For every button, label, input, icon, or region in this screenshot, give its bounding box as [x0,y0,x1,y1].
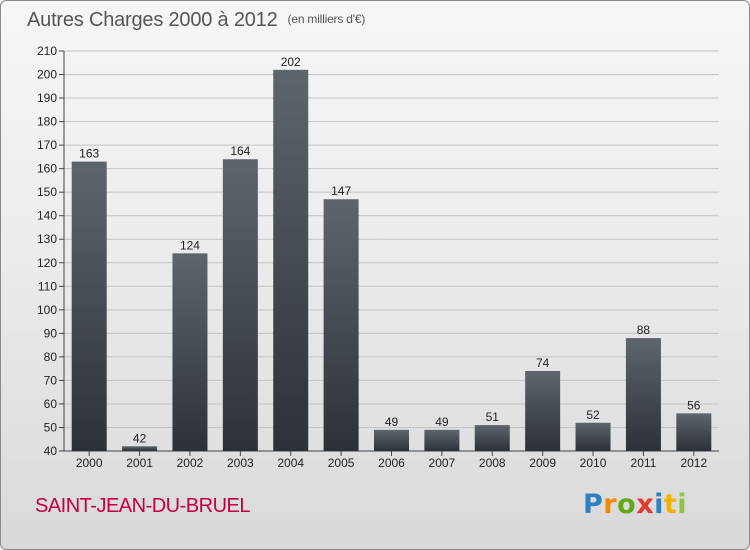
x-tick-label-2002: 2002 [177,456,204,470]
data-label-2001: 42 [133,431,147,445]
data-label-2002: 124 [180,238,200,252]
commune-name: SAINT-JEAN-DU-BRUEL [35,495,250,517]
axes [63,51,719,456]
y-tick-label: 180 [37,115,57,129]
proxiti-logo[interactable]: Proxiti [583,489,688,520]
y-tick-label: 70 [44,373,58,387]
x-tick-label-2008: 2008 [479,456,506,470]
y-tick-label: 90 [44,326,58,340]
chart-title: Autres Charges 2000 à 2012 (en milliers d… [27,9,365,32]
data-label-2009: 74 [536,356,550,370]
y-tick-labels: 40 50 60 70 80 90 100 110 120 130 140 150 160 170 180 1… [37,44,57,458]
bars [71,69,712,451]
bar-2006 [374,429,409,451]
y-tick-label: 130 [37,232,57,246]
data-label-2012: 56 [687,398,701,412]
y-tick-label: 60 [44,397,58,411]
y-tick-label: 210 [37,44,57,58]
chart-title-text: Autres Charges 2000 à 2012 [27,9,278,31]
data-label-2011: 88 [637,323,651,337]
x-tick-label-2000: 2000 [76,456,103,470]
y-tick-label: 160 [37,162,57,176]
bar-2008 [474,425,510,451]
bar-2011 [625,338,661,451]
y-tick-label: 50 [44,420,58,434]
bar-2012 [676,413,712,451]
x-tick-label-2001: 2001 [126,456,153,470]
y-tick-label: 40 [44,444,58,458]
x-tick-label-2007: 2007 [429,456,456,470]
y-tick-label: 150 [37,185,57,199]
y-tick-label: 190 [37,91,57,105]
data-label-2000: 163 [79,147,99,161]
data-label-2010: 52 [586,408,600,422]
data-label-2005: 147 [331,184,351,198]
x-tick-label-2011: 2011 [631,456,657,470]
x-tick-label-2005: 2005 [328,456,355,470]
y-tick-label: 170 [37,138,57,152]
y-tick-label: 80 [44,350,58,364]
y-tick-label: 120 [37,256,57,270]
bar-2000 [71,161,107,451]
chart-unit: (en milliers d'€) [287,12,366,26]
data-label-2003: 164 [230,144,250,158]
data-label-2008: 51 [486,410,500,424]
grid-lines [59,50,719,452]
x-tick-label-2003: 2003 [227,456,254,470]
y-tick-label: 200 [37,68,57,82]
bar-2010 [575,422,611,451]
bar-2007 [424,429,460,451]
y-tick-label: 140 [37,209,57,223]
data-labels: 163 42 124 164 202 147 49 49 51 74 52 88 56 [79,55,701,445]
x-tick-label-2012: 2012 [680,456,707,470]
bar-2005 [323,199,359,451]
bar-2009 [525,371,561,451]
bar-2001 [122,446,158,451]
y-tick-label: 100 [37,303,57,317]
x-tick-label-2009: 2009 [529,456,556,470]
bar-2004 [273,69,309,451]
x-tick-label-2006: 2006 [378,456,405,470]
data-label-2007: 49 [435,415,449,429]
x-tick-label-2004: 2004 [277,456,304,470]
bar-2002 [172,253,208,451]
data-label-2004: 202 [281,55,301,69]
x-tick-labels: 2000 2001 2002 2003 2004 2005 2006 2007 2008 2009… [76,456,708,470]
bar-2003 [222,159,258,451]
x-tick-label-2010: 2010 [580,456,607,470]
data-label-2006: 49 [385,415,399,429]
y-tick-label: 110 [38,279,57,293]
